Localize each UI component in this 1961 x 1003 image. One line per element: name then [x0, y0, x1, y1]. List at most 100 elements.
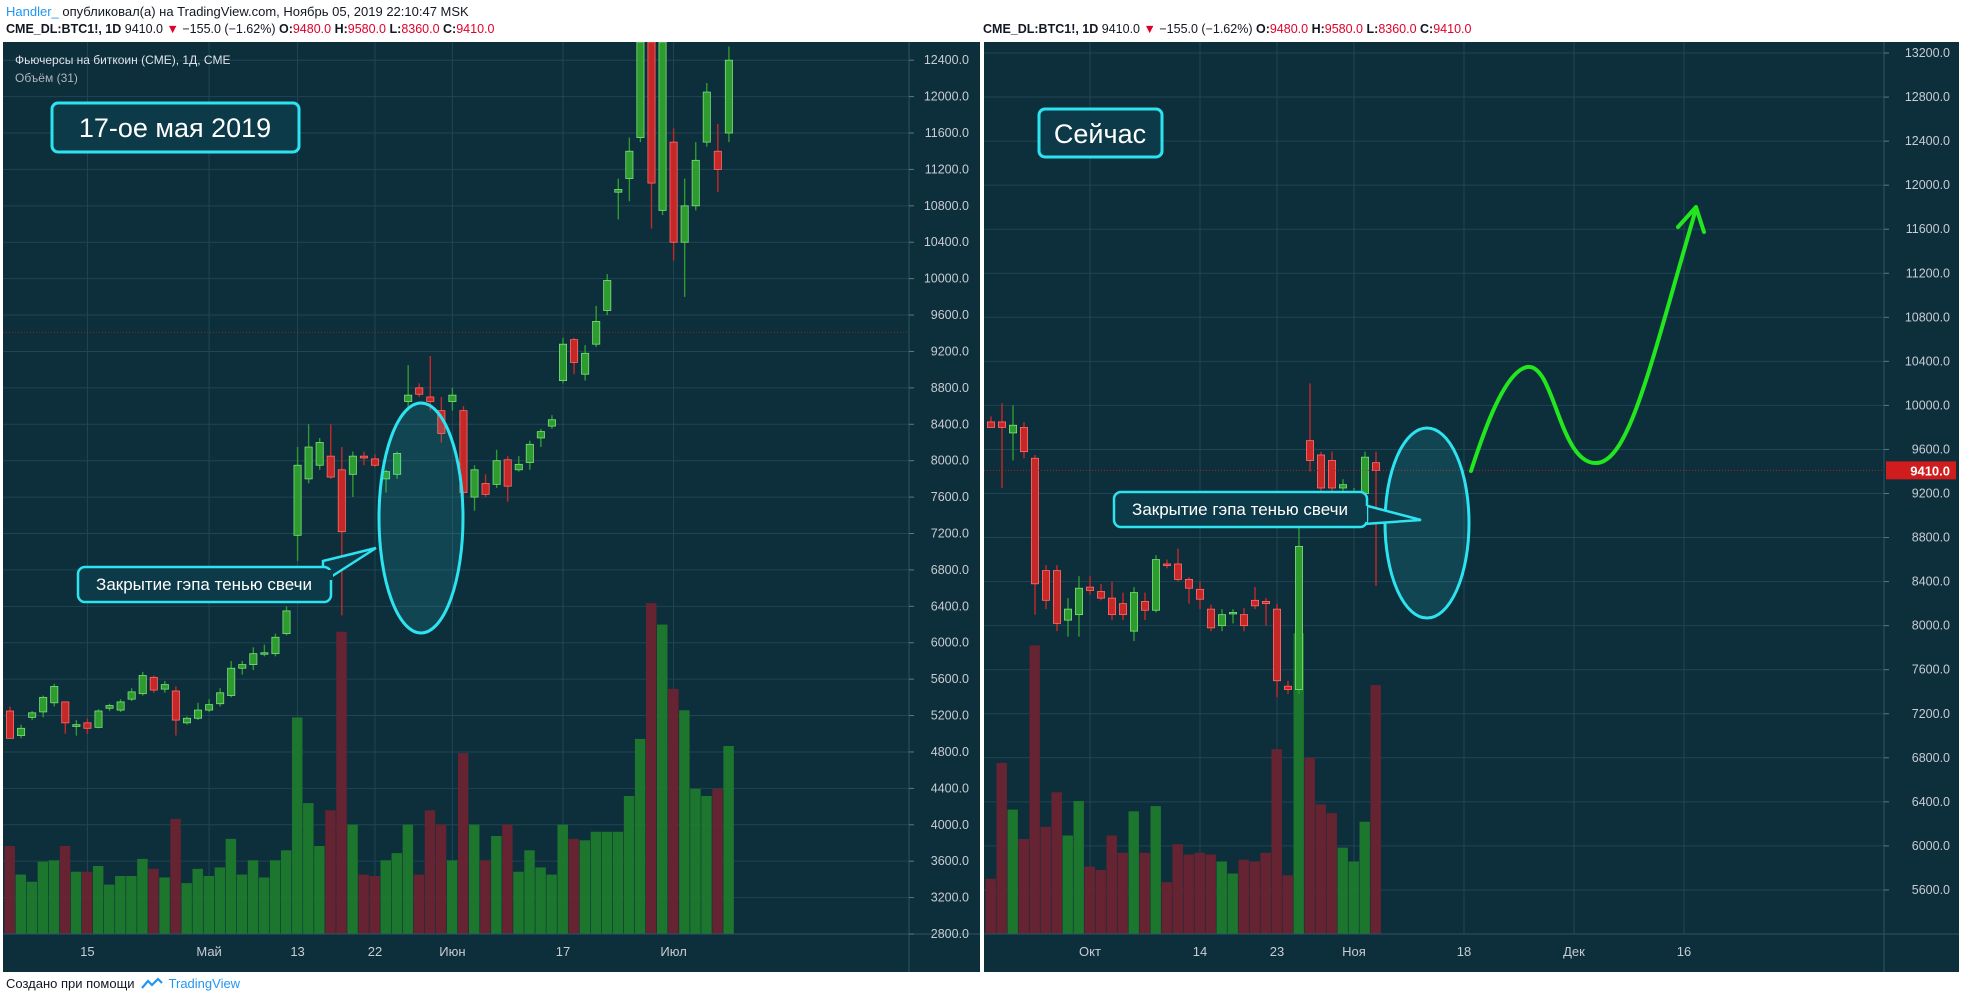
right-chart[interactable]: 5600.0 6000.0 6400.0 6800.0 7200.0 7600.0 8000…	[984, 42, 1959, 972]
candle-body	[61, 701, 70, 724]
price-tick-label: 7200.0	[1912, 707, 1950, 721]
price-tick-label: 9600.0	[931, 308, 969, 322]
price-tick-label: 10000.0	[924, 272, 969, 286]
volume-bar	[1106, 835, 1117, 934]
left-price-axis: 2800.0 3200.0 3600.0 4000.0 4400.0 4800.0 5200…	[909, 53, 969, 941]
volume-bar	[1227, 873, 1238, 934]
volume-bar	[612, 831, 624, 934]
right-now-label-box	[1037, 107, 1164, 159]
time-tick-label: 15	[80, 944, 94, 959]
volume-bar	[513, 871, 524, 934]
price-tick-label: 4800.0	[931, 745, 969, 759]
candle-body	[359, 455, 368, 459]
left-down-arrow-icon: ▼	[166, 22, 179, 36]
candle-body	[1371, 462, 1380, 471]
candle-body	[160, 684, 169, 690]
candle-body	[94, 710, 103, 728]
candle-body	[393, 453, 402, 475]
candle-body	[105, 705, 114, 709]
volume-bar	[468, 824, 480, 934]
price-tick-label: 12400.0	[1905, 134, 1950, 148]
candle-body	[669, 141, 678, 243]
right-forecast-arrowhead-icon	[1676, 205, 1706, 234]
left-volume-bars	[4, 603, 734, 934]
volume-bar	[1161, 882, 1172, 934]
candle-body	[1031, 457, 1040, 585]
volume-bar	[535, 867, 546, 934]
candle-body	[503, 459, 512, 487]
volume-bar	[92, 866, 104, 934]
left-legend-volume: Объём (31)	[15, 71, 78, 85]
left-symbol: CME_DL:BTC1!, 1D	[6, 22, 122, 36]
volume-bar	[712, 788, 723, 934]
right-price-axis: 5600.0 6000.0 6400.0 6800.0 7200.0 7600.0 8000…	[1884, 46, 1950, 897]
volume-bar	[258, 877, 270, 934]
candle-body	[547, 419, 556, 427]
candle-body	[149, 676, 158, 691]
volume-bar	[148, 868, 159, 934]
tradingview-link[interactable]: TradingView	[168, 976, 241, 991]
volume-bar	[159, 877, 170, 934]
price-tick-label: 11600.0	[925, 126, 969, 140]
candle-body	[370, 458, 379, 466]
right-time-axis: Окт 14 23 Ноя 18 Дек 16	[1079, 944, 1691, 959]
left-date-label-box	[50, 101, 301, 154]
volume-bar	[446, 860, 458, 934]
volume-bar	[657, 624, 668, 934]
volume-bar	[1282, 875, 1293, 934]
candle-body	[249, 653, 258, 665]
left-legend-title: Фьючерсы на биткоин (CME), 1Д, CME	[15, 53, 231, 67]
volume-bar	[723, 746, 734, 934]
candle-body	[83, 722, 92, 729]
volume-bar	[634, 738, 646, 934]
right-symbol: CME_DL:BTC1!, 1D	[983, 22, 1099, 36]
candle-body	[1053, 570, 1062, 624]
candle-body	[492, 460, 501, 485]
right-down-arrow-icon: ▼	[1143, 22, 1156, 36]
right-low: 8360.0	[1378, 22, 1417, 36]
volume-bar	[126, 876, 137, 934]
left-change: −155.0 (−1.62%)	[182, 22, 276, 36]
volume-bar	[524, 850, 535, 934]
candle-body	[1327, 460, 1336, 489]
volume-bar	[1337, 847, 1348, 934]
candle-body	[1195, 588, 1204, 600]
left-chart[interactable]: 2800.0 3200.0 3600.0 4000.0 4400.0 4800.0 5200…	[3, 42, 980, 972]
volume-bar	[1260, 852, 1271, 934]
candle-body	[28, 712, 37, 718]
volume-bar	[336, 631, 347, 934]
volume-bar	[623, 796, 635, 934]
time-tick-label: Июн	[439, 944, 465, 959]
right-open: 9480.0	[1269, 22, 1309, 36]
volume-bar	[4, 846, 15, 934]
candle-body	[171, 690, 180, 721]
author-link[interactable]: Handler_	[6, 4, 59, 19]
time-tick-label: Июл	[660, 944, 686, 959]
candle-body	[304, 446, 313, 480]
volume-bar	[1304, 757, 1315, 934]
candle-body	[426, 396, 435, 402]
price-tick-label: 11200.0	[1906, 266, 1950, 280]
candle-body	[559, 343, 568, 381]
volume-bar	[1326, 813, 1337, 934]
volume-bar	[546, 874, 557, 934]
price-tick-label: 4400.0	[931, 781, 969, 795]
candle-body	[1228, 612, 1237, 615]
candle-body	[205, 704, 214, 711]
volume-bar	[104, 884, 115, 934]
candle-body	[1338, 484, 1347, 489]
volume-bar	[247, 860, 259, 934]
candle-body	[1162, 563, 1171, 566]
volume-bar	[557, 824, 568, 934]
price-tick-label: 9200.0	[1912, 487, 1950, 501]
price-tick-label: 4000.0	[931, 818, 969, 832]
candle-body	[470, 469, 479, 498]
volume-bar	[679, 710, 690, 934]
candle-body	[1064, 608, 1073, 621]
candle-body	[481, 483, 490, 495]
candle-body	[680, 205, 689, 243]
price-tick-label: 10800.0	[924, 199, 969, 213]
price-tick-label: 7600.0	[931, 490, 969, 504]
candle-body	[1261, 601, 1270, 605]
left-time-axis: 15 Май 13 22 Июн 17 Июл	[80, 944, 687, 959]
